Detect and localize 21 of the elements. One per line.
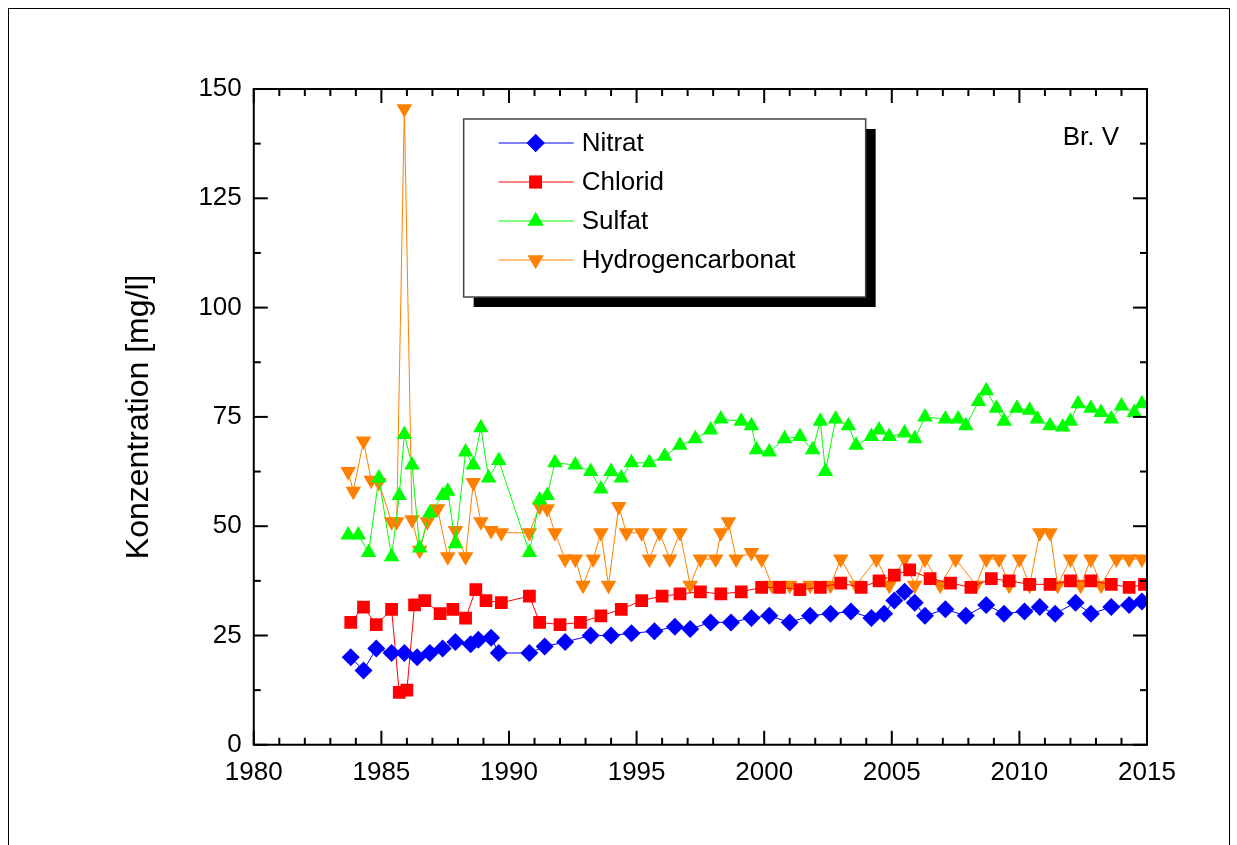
- y-tick-label: 25: [212, 618, 242, 649]
- y-tick-label: 75: [212, 400, 242, 431]
- legend-label: Chlorid: [581, 166, 665, 197]
- y-tick-label: 0: [227, 727, 242, 758]
- y-tick-label: 150: [198, 72, 242, 103]
- y-tick-label: 100: [198, 290, 242, 321]
- x-tick-label: 2015: [1118, 755, 1176, 786]
- x-tick-label: 1990: [480, 755, 538, 786]
- y-axis-title: Konzentration [mg/l]: [119, 274, 156, 560]
- x-tick-label: 2000: [735, 755, 794, 786]
- x-tick-label: 1985: [352, 755, 411, 786]
- y-tick-label: 125: [198, 181, 242, 212]
- annotation: Br. V: [1062, 121, 1120, 152]
- x-tick-label: 2005: [862, 755, 921, 786]
- legend-label: Nitrat: [581, 127, 645, 158]
- x-tick-label: 1980: [224, 755, 283, 786]
- legend-label: Hydrogencarbonat: [581, 244, 797, 275]
- x-tick-label: 1995: [607, 755, 666, 786]
- legend-label: Sulfat: [581, 205, 649, 236]
- x-tick-label: 2010: [990, 755, 1049, 786]
- y-tick-label: 50: [212, 509, 242, 540]
